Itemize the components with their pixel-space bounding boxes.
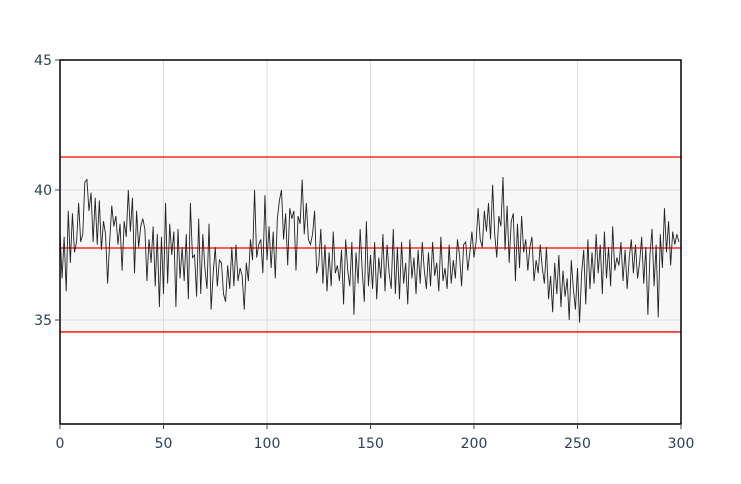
x-tick-label: 100	[254, 436, 281, 452]
series-line	[59, 176, 680, 323]
x-tick-label: 0	[56, 436, 65, 452]
x-tick-label: 300	[668, 436, 695, 452]
y-tick-label: 40	[34, 183, 52, 199]
y-tick-label: 45	[34, 53, 52, 69]
x-tick-label: 150	[357, 436, 384, 452]
x-tick-label: 200	[461, 436, 488, 452]
x-tick-label: 50	[155, 436, 173, 452]
x-tick-label: 250	[564, 436, 591, 452]
y-tick-label: 35	[34, 313, 52, 329]
